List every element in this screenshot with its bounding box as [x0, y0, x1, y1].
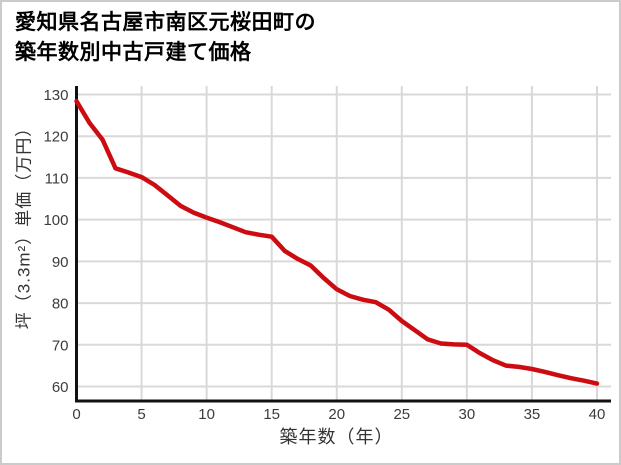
y-tick-label: 60 — [52, 379, 69, 396]
chart-title-line-1: 愛知県名古屋市南区元桜田町の — [15, 11, 316, 34]
x-tick-label: 30 — [459, 406, 476, 423]
y-tick-label: 110 — [45, 170, 69, 187]
y-tick-label: 130 — [43, 87, 68, 104]
x-tick-label: 20 — [328, 406, 345, 423]
x-tick-label: 25 — [393, 406, 410, 423]
chart-title: 愛知県名古屋市南区元桜田町の 築年数別中古戸建て価格 — [15, 8, 316, 68]
y-tick-label: 120 — [43, 129, 68, 146]
chart-title-line-2: 築年数別中古戸建て価格 — [15, 41, 252, 64]
x-tick-label: 40 — [589, 406, 606, 423]
y-tick-label: 100 — [43, 212, 68, 229]
price-line-series — [74, 98, 600, 386]
x-axis-title: 築年数（年） — [279, 427, 394, 447]
y-tick-label: 90 — [52, 254, 69, 271]
y-tick-label: 80 — [52, 296, 69, 313]
x-tick-label: 10 — [198, 406, 215, 423]
x-tick-label: 0 — [72, 406, 80, 423]
x-tick-label: 35 — [524, 406, 541, 423]
x-tick-label: 5 — [137, 406, 145, 423]
x-tick-label: 15 — [263, 406, 280, 423]
y-tick-label: 70 — [52, 337, 69, 354]
y-axis-title: 坪（3.3m²）単価（万円） — [14, 118, 34, 330]
